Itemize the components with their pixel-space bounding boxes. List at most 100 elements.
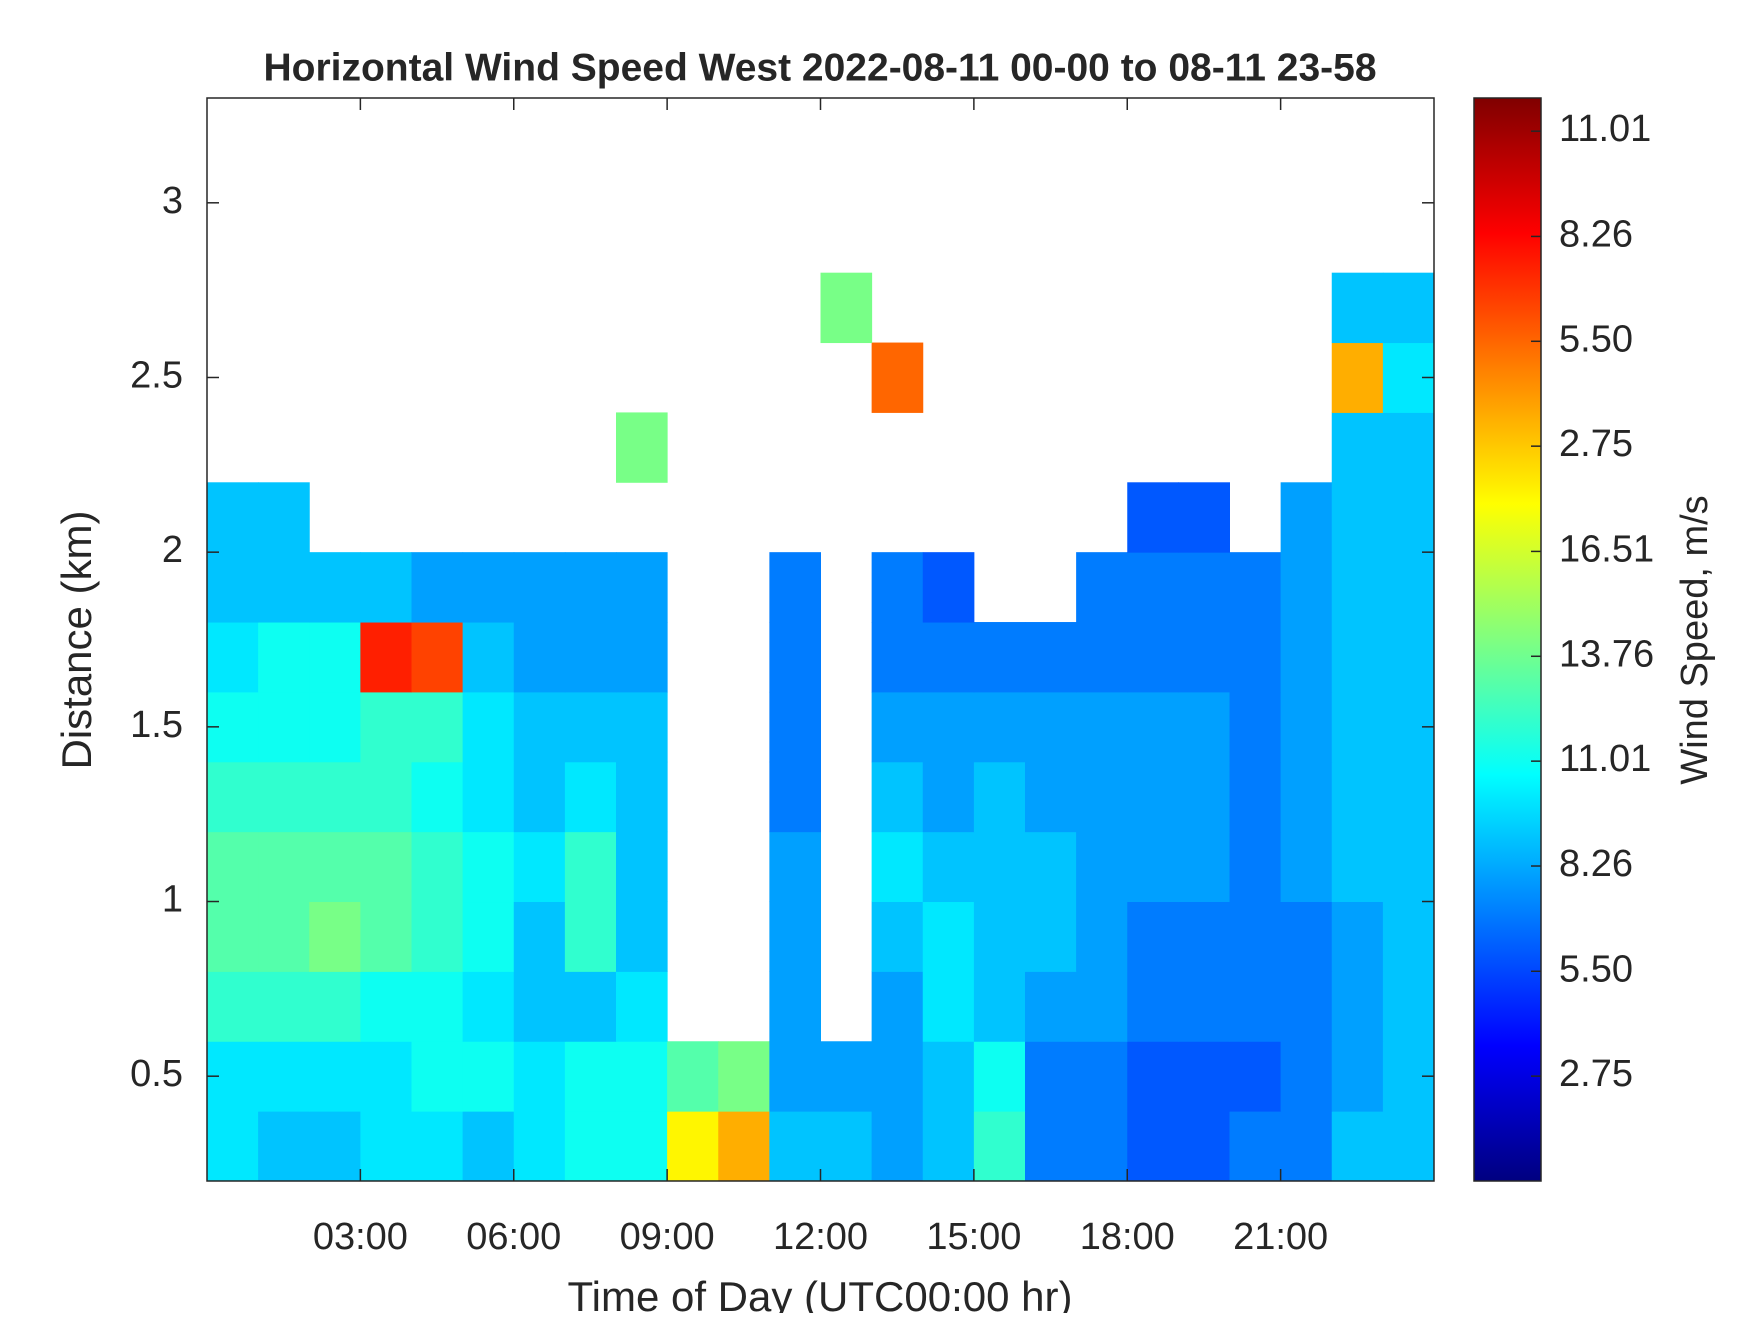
heat-cell: [820, 1111, 873, 1182]
heat-cell: [309, 552, 361, 623]
heat-cell: [1280, 552, 1333, 623]
heat-cell: [411, 761, 464, 833]
heat-cell: [564, 691, 617, 763]
y-tick-label: 1: [162, 879, 183, 921]
heat-cell: [564, 552, 617, 623]
heat-cell: [1229, 622, 1282, 693]
y-axis-label: Distance (km): [53, 510, 100, 769]
heat-cell: [1229, 1041, 1282, 1112]
heat-cell: [1382, 831, 1435, 903]
heat-cell: [1127, 971, 1179, 1042]
heat-cell: [564, 622, 617, 693]
heat-cell: [1229, 552, 1282, 623]
heat-cell: [1076, 552, 1128, 623]
heat-cell: [258, 901, 310, 972]
heat-cell: [769, 552, 821, 623]
heatmap: [207, 272, 1435, 1182]
heat-cell: [1178, 691, 1230, 763]
heat-cell: [513, 971, 566, 1042]
colorbar-tick-label: 2.75: [1559, 1053, 1633, 1095]
heat-cell: [564, 761, 617, 833]
colorbar-tick-label: 8.26: [1559, 213, 1633, 255]
heat-cell: [1127, 622, 1179, 693]
heat-cell: [769, 1041, 821, 1112]
heat-cell: [922, 1111, 975, 1182]
heat-cell: [462, 971, 515, 1042]
heat-cell: [1076, 831, 1128, 903]
heat-cell: [820, 272, 873, 344]
heat-cell: [616, 901, 668, 972]
heat-cell: [718, 1041, 770, 1112]
heat-cell: [616, 831, 668, 903]
heat-cell: [1280, 761, 1333, 833]
heat-cell: [462, 691, 515, 763]
heat-cell: [1280, 1041, 1333, 1112]
y-tick-label: 3: [162, 180, 183, 222]
colorbar-tick-label: 8.26: [1559, 843, 1633, 885]
heat-cell: [616, 761, 668, 833]
heat-cell: [1025, 691, 1077, 763]
colorbar-tick-label: 11.01: [1559, 738, 1651, 780]
heat-cell: [1229, 901, 1282, 972]
heat-cell: [564, 831, 617, 903]
heat-cell: [871, 342, 924, 413]
heat-cell: [1229, 971, 1282, 1042]
heat-cell: [1280, 482, 1333, 553]
heat-cell: [769, 901, 821, 972]
heat-cell: [922, 622, 975, 693]
heat-cell: [616, 691, 668, 763]
heat-cell: [616, 971, 668, 1042]
heat-cell: [871, 971, 924, 1042]
heat-cell: [1331, 1111, 1384, 1182]
heat-cell: [360, 761, 412, 833]
heat-cell: [667, 1041, 719, 1112]
heat-cell: [207, 761, 259, 833]
heat-cell: [1331, 622, 1384, 693]
y-tick-label: 0.5: [130, 1053, 183, 1095]
heat-cell: [1280, 971, 1333, 1042]
heat-cell: [1025, 831, 1077, 903]
heat-cell: [258, 971, 310, 1042]
heat-cell: [871, 761, 924, 833]
heat-cell: [564, 1111, 617, 1182]
heat-cell: [360, 622, 412, 693]
heat-cell: [258, 761, 310, 833]
heat-cell: [922, 691, 975, 763]
heat-cell: [1127, 482, 1179, 553]
heat-cell: [513, 831, 566, 903]
heat-cell: [871, 622, 924, 693]
colorbar-tick-label: 13.76: [1559, 633, 1654, 675]
heat-cell: [922, 552, 975, 623]
heat-cell: [1178, 552, 1230, 623]
heat-cell: [360, 552, 412, 623]
heat-cell: [1331, 761, 1384, 833]
heat-cell: [922, 1041, 975, 1112]
heat-cell: [667, 1111, 719, 1182]
heat-cell: [1331, 691, 1384, 763]
heat-cell: [207, 1111, 259, 1182]
heat-cell: [1331, 552, 1384, 623]
heat-cell: [258, 482, 310, 553]
heat-cell: [258, 1041, 310, 1112]
heat-cell: [1280, 691, 1333, 763]
heat-cell: [564, 1041, 617, 1112]
heat-cell: [616, 412, 668, 483]
heat-cell: [207, 901, 259, 972]
heat-cell: [1382, 482, 1435, 553]
heat-cell: [1331, 971, 1384, 1042]
heat-cell: [769, 1111, 821, 1182]
heat-cell: [564, 901, 617, 972]
x-tick-label: 09:00: [620, 1216, 715, 1258]
heat-cell: [1025, 1111, 1077, 1182]
heat-cell: [411, 552, 464, 623]
heat-cell: [973, 691, 1026, 763]
heat-cell: [309, 691, 361, 763]
heat-cell: [1025, 901, 1077, 972]
colorbar-tick-label: 11.01: [1559, 108, 1651, 150]
heat-cell: [411, 901, 464, 972]
heat-cell: [258, 552, 310, 623]
heat-cell: [1178, 831, 1230, 903]
heat-cell: [769, 971, 821, 1042]
heat-cell: [769, 691, 821, 763]
